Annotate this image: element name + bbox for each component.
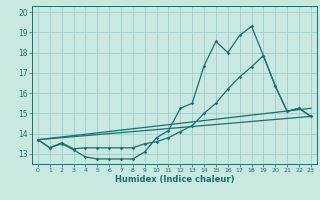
- X-axis label: Humidex (Indice chaleur): Humidex (Indice chaleur): [115, 175, 234, 184]
